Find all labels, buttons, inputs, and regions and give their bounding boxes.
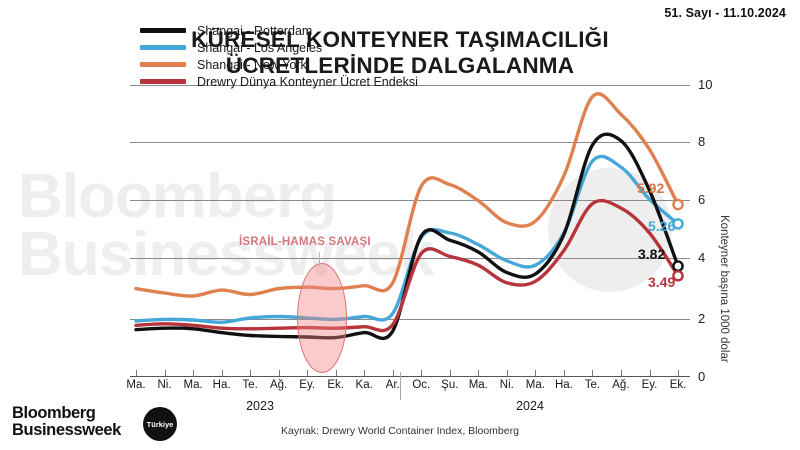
legend-label-new-york: Shangai - New York	[197, 57, 307, 72]
y-tick-10: 10	[698, 77, 713, 92]
annotation-stem	[319, 252, 320, 266]
legend-swatch-new-york	[140, 62, 186, 67]
end-label-new-york: 5.92	[637, 180, 665, 196]
annotation-israel-hamas-war: İSRAİL-HAMAS SAVAŞI	[239, 236, 371, 248]
x-tick-14	[535, 370, 537, 376]
year-label-2024: 2024	[516, 399, 544, 413]
legend-item-los-angeles: Shangai - Los Angeles	[140, 39, 418, 56]
x-tick-label-17: Ağ.	[612, 379, 630, 391]
x-tick-16	[592, 370, 594, 376]
series-endpoint-marker-2	[672, 198, 684, 211]
legend-swatch-los-angeles	[140, 45, 186, 50]
legend-swatch-rotterdam	[140, 28, 186, 33]
x-tick-label-10: Oc.	[412, 379, 431, 391]
title-line-1: KÜRESEL KONTEYNER TAŞIMACILIĞI	[191, 27, 609, 52]
x-tick-label-2: Ma.	[183, 379, 203, 391]
x-tick-8	[364, 370, 366, 376]
x-tick-4	[250, 370, 252, 376]
x-tick-13	[506, 370, 508, 376]
x-tick-12	[478, 370, 480, 376]
x-tick-label-18: Ey.	[641, 379, 658, 391]
x-tick-5	[278, 370, 280, 376]
gridline-6	[130, 200, 690, 201]
x-tick-label-11: Şu.	[441, 379, 459, 391]
gridline-4	[130, 258, 690, 259]
x-tick-10	[421, 370, 423, 376]
end-label-rotterdam: 3.82	[638, 246, 666, 262]
x-tick-0	[136, 370, 137, 376]
title-line-2: ÜCRETLERİNDE DALGALANMA	[225, 53, 575, 78]
x-tick-label-1: Ni.	[157, 379, 172, 391]
x-tick-9	[392, 370, 394, 376]
y-tick-8: 8	[698, 134, 706, 149]
brand-line-1: Bloomberg	[12, 404, 96, 422]
series-lines	[134, 92, 684, 341]
y-tick-2: 2	[698, 311, 706, 326]
x-tick-label-15: Ha.	[554, 379, 573, 391]
series-endpoint-marker-3	[672, 269, 684, 282]
x-tick-15	[563, 370, 565, 376]
plot-area	[130, 85, 690, 378]
x-tick-7	[335, 370, 337, 376]
legend-label-rotterdam: Shangai - Rotterdam	[197, 23, 313, 38]
series-endpoint-marker-0	[672, 260, 684, 272]
bloomberg-businessweek-logo: Bloomberg Businessweek	[12, 405, 121, 439]
x-tick-17	[620, 370, 622, 376]
x-tick-label-7: Ek.	[327, 379, 344, 391]
x-tick-label-14: Ma.	[525, 379, 545, 391]
turkiye-badge: Türkiye	[143, 407, 177, 441]
gridline-8	[130, 142, 690, 143]
gridline-2	[130, 319, 690, 320]
brand-line-2: Businessweek	[12, 421, 121, 439]
y-tick-4: 4	[698, 250, 706, 265]
x-axis-line	[130, 376, 690, 377]
legend-item-new-york: Shangai - New York	[140, 56, 418, 73]
x-tick-label-0: Ma.	[126, 379, 146, 391]
x-tick-label-8: Ka.	[355, 379, 373, 391]
x-tick-label-6: Ey.	[299, 379, 316, 391]
series-line-3	[134, 198, 680, 333]
end-label-drewry: 3.49	[648, 274, 676, 290]
legend-label-los-angeles: Shangai - Los Angeles	[197, 40, 323, 55]
x-tick-2	[193, 370, 195, 376]
gridline-10	[130, 85, 690, 86]
x-tick-1	[164, 370, 166, 376]
x-tick-3	[221, 370, 223, 376]
x-tick-label-12: Ma.	[468, 379, 488, 391]
x-tick-label-16: Te.	[584, 379, 601, 391]
y-tick-6: 6	[698, 192, 706, 207]
series-line-2	[134, 92, 680, 298]
page-title: KÜRESEL KONTEYNER TAŞIMACILIĞI ÜCRETLERİ…	[0, 27, 800, 79]
issue-date-label: 51. Sayı - 11.10.2024	[664, 6, 786, 20]
legend: Shangai - Rotterdam Shangai - Los Angele…	[140, 22, 418, 90]
x-tick-label-5: Ağ.	[269, 379, 288, 391]
year-label-2023: 2023	[246, 399, 274, 413]
x-tick-6	[307, 370, 309, 376]
x-tick-label-19: Ek.	[669, 379, 687, 391]
legend-item-drewry: Drewry Dünya Konteyner Ücret Endeksi	[140, 73, 418, 90]
series-endpoint-marker-1	[672, 218, 684, 230]
source-note: Kaynak: Drewry World Container Index, Bl…	[281, 425, 519, 437]
legend-item-rotterdam: Shangai - Rotterdam	[140, 22, 418, 39]
war-highlight-ellipse	[297, 263, 347, 373]
x-tick-label-3: Ha.	[212, 379, 231, 391]
x-tick-label-4: Te.	[242, 379, 258, 391]
legend-label-drewry: Drewry Dünya Konteyner Ücret Endeksi	[197, 74, 418, 89]
series-line-0	[134, 132, 680, 341]
x-tick-label-9: Ar.	[385, 379, 400, 391]
legend-swatch-drewry	[140, 79, 186, 84]
year-divider	[400, 372, 401, 400]
end-label-los-angeles: 5.26	[648, 218, 676, 234]
y-axis-label: Konteyner başına 1000 dolar	[718, 215, 730, 363]
x-tick-18	[649, 370, 651, 376]
x-tick-19	[678, 370, 679, 376]
y-tick-0: 0	[698, 369, 706, 384]
line-chart: 10 8 6 4 2 0 Konteyner başına 1000 dolar	[0, 70, 800, 390]
x-tick-11	[449, 370, 451, 376]
x-tick-label-13: Ni.	[499, 379, 514, 391]
